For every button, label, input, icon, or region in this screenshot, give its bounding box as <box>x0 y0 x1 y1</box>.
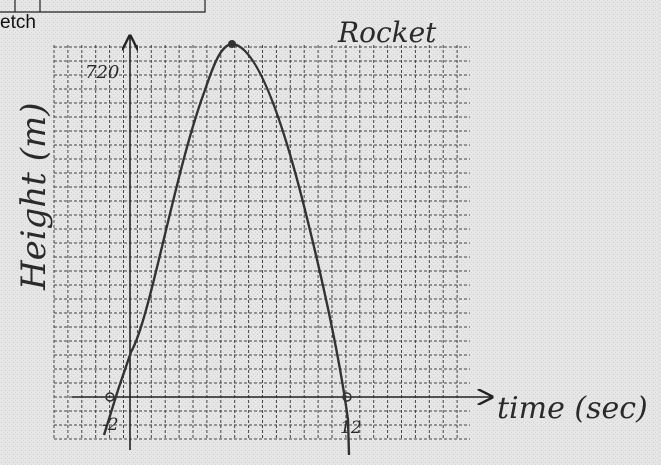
y-mark: 720 <box>85 62 119 83</box>
peak-point <box>228 40 236 48</box>
scanned-sheet: etch Rocket Height (m) 720 time (sec) -2… <box>0 0 661 465</box>
sketch-title: Rocket <box>337 16 437 49</box>
header-fragment: etch <box>0 12 36 33</box>
x-mark: -2 <box>102 415 119 435</box>
page: etch Rocket Height (m) 720 time (sec) -2… <box>0 0 661 465</box>
x-mark: 12 <box>340 418 362 438</box>
y-axis-label: Height (m) <box>14 102 54 291</box>
x-axis-label: time (sec) <box>497 391 648 426</box>
